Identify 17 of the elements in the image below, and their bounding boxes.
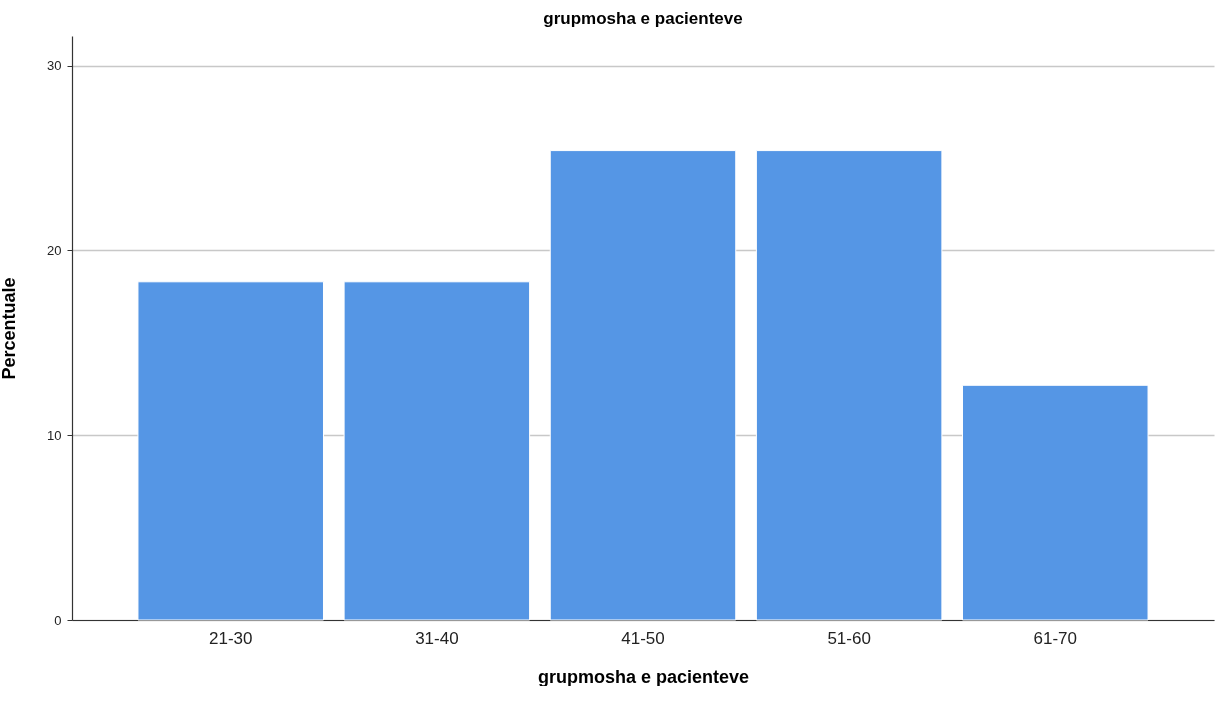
chart-title: grupmosha e pacienteve	[543, 9, 743, 28]
y-tick-label: 0	[54, 612, 62, 628]
x-tick-label: 21-30	[208, 628, 253, 648]
y-axis-title: Percentuale	[0, 277, 20, 380]
x-axis-title: grupmosha e pacienteve	[537, 666, 750, 687]
bar	[137, 281, 324, 621]
bar	[343, 281, 531, 621]
bar	[962, 384, 1149, 621]
x-tick-label: 61-70	[1033, 628, 1078, 648]
x-tick-label: 41-50	[621, 628, 665, 648]
y-tick-label: 20	[47, 242, 62, 258]
y-tick-label: 30	[47, 58, 62, 74]
x-tick-label: 31-40	[415, 628, 459, 648]
bar	[549, 150, 737, 621]
x-tick-label: 51-60	[827, 628, 871, 648]
y-tick-label: 10	[47, 427, 62, 443]
bar	[755, 150, 943, 621]
